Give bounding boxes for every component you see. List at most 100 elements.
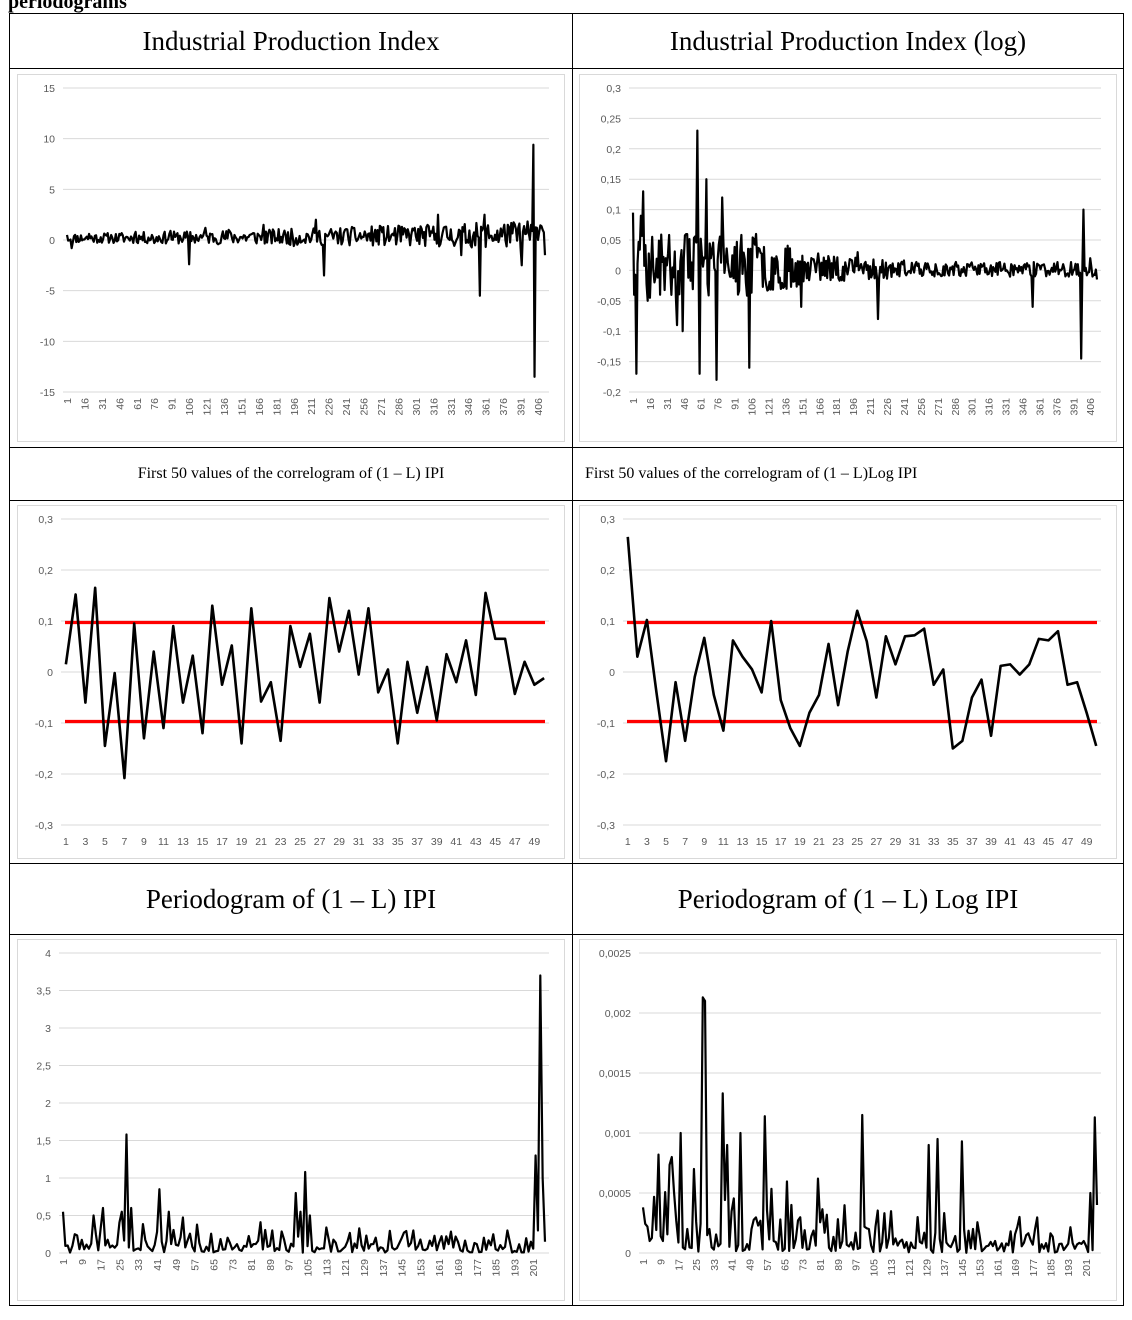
x-tick-label: 346 [463, 398, 475, 416]
y-tick-label: 1 [45, 1173, 51, 1185]
x-tick-label: 136 [780, 398, 792, 416]
x-tick-label: 46 [114, 398, 126, 410]
x-tick-label: 17 [673, 1259, 685, 1271]
y-tick-label: 0,05 [601, 235, 622, 247]
x-tick-label: 39 [985, 836, 997, 848]
y-tick-label: 0,0005 [599, 1188, 631, 1200]
x-tick-label: 21 [255, 836, 267, 848]
x-tick-label: 43 [1023, 836, 1035, 848]
y-tick-label: 3,5 [36, 986, 51, 998]
x-tick-label: 406 [1085, 398, 1097, 416]
y-tick-label: -0,2 [603, 387, 621, 399]
x-tick-label: 73 [227, 1259, 239, 1271]
x-tick-label: 37 [966, 836, 978, 848]
y-tick-label: 0 [45, 1248, 51, 1260]
x-tick-label: 376 [1051, 398, 1063, 416]
y-tick-label: -0,15 [597, 357, 621, 369]
x-tick-label: 23 [832, 836, 844, 848]
series-line [61, 974, 547, 1254]
cell-chart-pgram-ipi: 4 3,5 3 2,5 2 1,5 1 0,5 0 1 9 17 25 33 41 49 57 65 73 81 89 9… [9, 934, 573, 1306]
x-tick-label: 121 [763, 398, 775, 416]
x-tick-label: 105 [303, 1259, 315, 1277]
series-line [65, 143, 547, 378]
x-tick-label: 13 [737, 836, 749, 848]
x-tick-label: 129 [359, 1259, 371, 1277]
x-tick-label: 211 [865, 398, 877, 415]
chart-ipi: 15 10 5 0 -5 -10 -15 1 16 31 46 61 76 91 106 121 136 151 1… [17, 74, 565, 442]
y-tick-label: -5 [46, 286, 55, 298]
x-tick-label: 129 [921, 1259, 933, 1277]
x-tick-label: 21 [813, 836, 825, 848]
x-tick-label: 113 [886, 1259, 898, 1276]
x-tick-label: 121 [340, 1259, 352, 1277]
y-tick-label: -0,1 [35, 718, 53, 730]
chart-frame [579, 939, 1117, 1301]
x-tick-label: 331 [1001, 398, 1013, 416]
x-tick-label: 121 [904, 1259, 916, 1277]
x-tick-label: 97 [284, 1259, 296, 1271]
x-tick-label: 391 [1068, 398, 1080, 416]
y-tick-label: 15 [43, 83, 55, 95]
title-acf-ipi-log: First 50 values of the correlogram of (1… [572, 447, 1124, 501]
cell-chart-acf-ipi-log: 0,3 0,2 0,1 0 -0,1 -0,2 -0,3 1 3 5 7 9 11 13 15 17 19 21 2… [572, 500, 1124, 864]
y-tick-label: -0,2 [35, 769, 53, 781]
x-tick-label: 196 [289, 398, 301, 416]
x-tick-label: 256 [359, 398, 371, 416]
y-tick-label: -0,3 [35, 820, 53, 832]
x-tick-label: 35 [392, 836, 404, 848]
x-tick-label: 61 [132, 398, 144, 410]
y-tick-label: 0 [47, 667, 53, 679]
series-line [626, 536, 1098, 763]
x-tick-label: 89 [265, 1259, 277, 1271]
x-tick-label: 81 [246, 1259, 258, 1271]
chart-acf-ipi-log: 0,30,20,10-0,1-0,2-0,31 3 5 7 9 11 13 15 17 19 21 2… [579, 505, 1117, 859]
x-tick-label: 45 [1043, 836, 1055, 848]
x-tick-label: 193 [509, 1259, 521, 1277]
x-tick-label: 145 [957, 1259, 969, 1277]
x-tick-label: 301 [967, 398, 979, 416]
x-tick-label: 185 [491, 1259, 503, 1277]
x-tick-label: 29 [333, 836, 345, 848]
x-tick-label: 376 [498, 398, 510, 416]
y-tick-label: 4 [45, 948, 51, 960]
x-tick-label: 166 [254, 398, 266, 416]
series-line [64, 586, 545, 780]
x-tick-label: 286 [393, 398, 405, 416]
x-tick-label: 33 [928, 836, 940, 848]
x-tick-label: 161 [992, 1259, 1004, 1277]
x-tick-label: 97 [851, 1259, 863, 1271]
y-tick-label: 2 [45, 1098, 51, 1110]
x-tick-label: 177 [1028, 1259, 1040, 1277]
y-tick-label: 0,3 [600, 514, 615, 526]
y-tick-label: 0,0025 [599, 948, 631, 960]
x-tick-label: 136 [219, 398, 231, 416]
x-tick-label: 29 [890, 836, 902, 848]
x-tick-label: 1 [625, 836, 631, 848]
x-tick-label: 1 [638, 1259, 650, 1265]
x-tick-label: 169 [1010, 1259, 1022, 1277]
x-tick-label: 331 [446, 398, 458, 416]
x-tick-label: 31 [97, 398, 109, 410]
x-tick-label: 11 [158, 836, 169, 848]
x-tick-label: 196 [848, 398, 860, 416]
x-tick-label: 19 [794, 836, 806, 848]
chart-pgram-ipi: 4 3,5 3 2,5 2 1,5 1 0,5 0 1 9 17 25 33 41 49 57 65 73 81 89 9… [17, 939, 565, 1301]
x-tick-label: 15 [197, 836, 209, 848]
cell-chart-pgram-ipi-log: 0,0025 0,002 0,0015 0,001 0,0005 0 1 9 17 25 33 41 4… [572, 934, 1124, 1306]
figure-table: Industrial Production Index Industrial P… [9, 13, 1124, 1306]
x-tick-label: 193 [1063, 1259, 1075, 1277]
x-tick-label: 406 [533, 398, 545, 416]
x-tick-label: 1 [63, 836, 69, 848]
x-tick-label: 286 [950, 398, 962, 416]
cell-chart-ipi: 15 10 5 0 -5 -10 -15 1 16 31 46 61 76 91 106 121 136 151 1… [9, 68, 573, 448]
x-tick-label: 47 [509, 836, 521, 848]
x-tick-label: 61 [696, 398, 708, 410]
x-tick-label: 241 [899, 398, 911, 416]
y-tick-label: 0,2 [38, 565, 53, 577]
x-tick-label: 17 [775, 836, 787, 848]
y-tick-label: -0,1 [603, 326, 621, 338]
x-tick-label: 3 [644, 836, 650, 848]
x-tick-label: 13 [177, 836, 189, 848]
x-tick-label: 226 [324, 398, 336, 416]
x-tick-label: 181 [831, 398, 843, 416]
